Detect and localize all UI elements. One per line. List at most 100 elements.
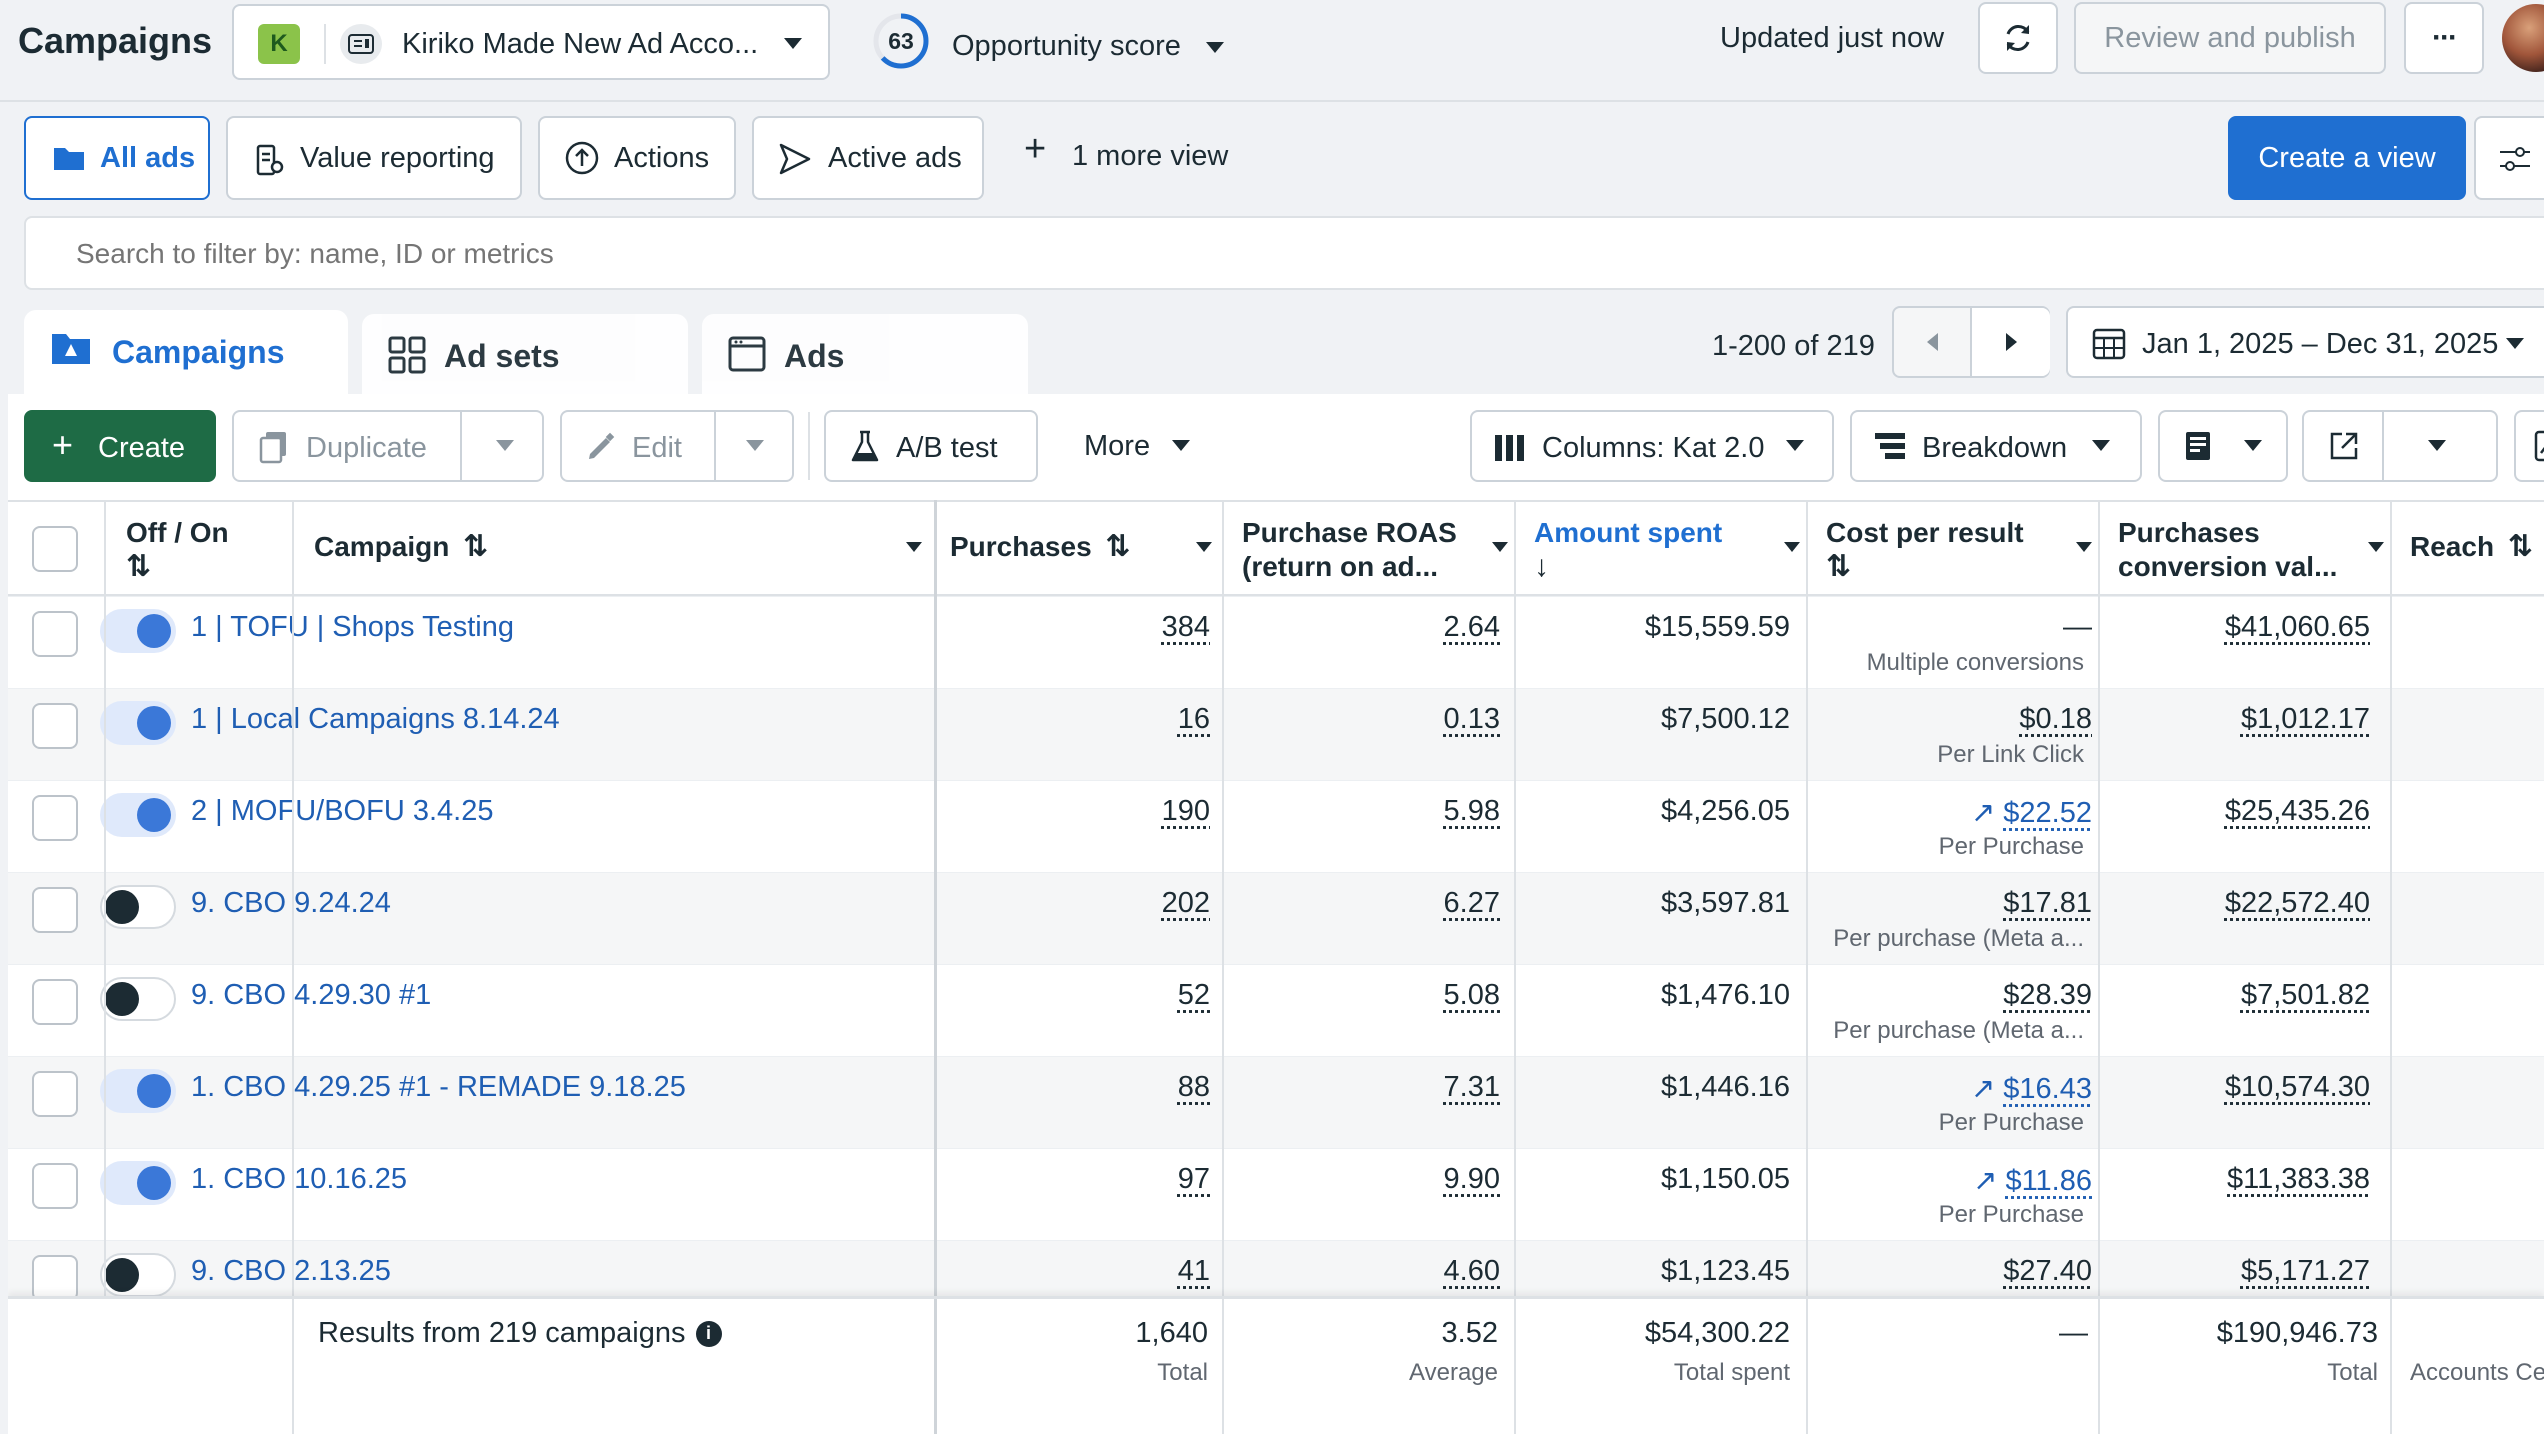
column-amount-spent[interactable]: Amount spent ↓: [1534, 502, 1810, 598]
results-summary-label: Results from 219 campaigns: [318, 1317, 686, 1349]
chevron-right-icon: [2005, 333, 2017, 351]
tab-campaigns-label: Campaigns: [112, 334, 285, 370]
campaign-name-link[interactable]: 1. CBO 4.29.25 #1 - REMADE 9.18.25: [191, 1071, 686, 1103]
campaign-name-link[interactable]: 2 | MOFU/BOFU 3.4.25: [191, 795, 494, 827]
view-actions[interactable]: Actions: [538, 116, 736, 200]
divider: [808, 412, 810, 480]
chevron-down-icon[interactable]: [746, 440, 764, 451]
column-divider: [2098, 1299, 2100, 1434]
row-checkbox[interactable]: [32, 1255, 78, 1301]
ab-test-button[interactable]: A/B test: [824, 410, 1038, 482]
create-view-button[interactable]: Create a view: [2228, 116, 2466, 200]
more-actions-button[interactable]: More: [1054, 410, 1204, 482]
row-checkbox[interactable]: [32, 1071, 78, 1117]
column-conversion-value[interactable]: Purchases conversion val...: [2118, 502, 2394, 598]
row-checkbox[interactable]: [32, 887, 78, 933]
row-cost-per-result[interactable]: ↗ $11.86: [1838, 1163, 2092, 1198]
campaign-name-link[interactable]: 9. CBO 2.13.25: [191, 1255, 391, 1287]
campaign-toggle[interactable]: [100, 1161, 176, 1205]
row-cost-per-result: $0.18: [2019, 703, 2092, 735]
table-row[interactable]: 1 | TOFU | Shops Testing 384 2.64 $15,559.5…: [8, 596, 2544, 688]
row-checkbox[interactable]: [32, 703, 78, 749]
reports-button[interactable]: [2158, 410, 2288, 482]
row-cost-per-result[interactable]: ↗ $22.52: [1838, 795, 2092, 830]
tab-campaigns[interactable]: Campaigns: [24, 310, 348, 404]
column-reach[interactable]: Reach ⇅: [2410, 502, 2544, 598]
select-all-checkbox[interactable]: [32, 526, 78, 572]
account-selector[interactable]: K Kiriko Made New Ad Acco...: [232, 4, 830, 80]
chevron-down-icon[interactable]: [496, 440, 514, 451]
campaign-toggle[interactable]: [100, 609, 176, 653]
flask-icon: [851, 430, 879, 462]
campaign-toggle[interactable]: [100, 793, 176, 837]
row-conversion-value: $22,572.40: [2224, 887, 2370, 919]
create-button[interactable]: + Create: [24, 410, 216, 482]
column-divider: [2098, 500, 2100, 1434]
opportunity-score[interactable]: 63 Opportunity score: [872, 8, 1232, 78]
campaign-toggle[interactable]: [100, 977, 176, 1021]
column-campaign[interactable]: Campaign ⇅: [314, 502, 934, 598]
edit-button[interactable]: Edit: [560, 410, 794, 482]
campaign-name-link[interactable]: 9. CBO 4.29.30 #1: [191, 979, 432, 1011]
row-cpr-type: Per Purchase: [1938, 1201, 2084, 1228]
campaign-toggle[interactable]: [100, 701, 176, 745]
row-checkbox[interactable]: [32, 979, 78, 1025]
search-box[interactable]: [24, 216, 2544, 290]
table-row[interactable]: 1. CBO 10.16.25 97 9.90 $1,150.05 ↗ $11.86 Pe…: [8, 1148, 2544, 1240]
breakdown-label: Breakdown: [1922, 432, 2068, 464]
tab-ads[interactable]: Ads: [702, 314, 1028, 404]
table-row[interactable]: 2 | MOFU/BOFU 3.4.25 190 5.98 $4,256.05 ↗ $2…: [8, 780, 2544, 872]
duplicate-button[interactable]: Duplicate: [232, 410, 544, 482]
chevron-down-icon: [1196, 542, 1212, 552]
next-page-button[interactable]: [1972, 308, 2050, 376]
more-views-button[interactable]: + 1 more view: [1024, 128, 1284, 182]
campaign-name-link[interactable]: 1 | TOFU | Shops Testing: [191, 611, 514, 643]
toggle-knob: [137, 1074, 171, 1108]
page-title: Campaigns: [18, 20, 213, 61]
campaign-toggle[interactable]: [100, 1253, 176, 1297]
row-checkbox[interactable]: [32, 795, 78, 841]
column-off-on[interactable]: Off / On ⇅: [126, 502, 286, 598]
column-purchases[interactable]: Purchases ⇅: [950, 502, 1218, 598]
campaign-name-link[interactable]: 9. CBO 9.24.24: [191, 887, 391, 919]
more-actions-label: More: [1084, 430, 1151, 462]
prev-page-button[interactable]: [1894, 308, 1972, 376]
table-row[interactable]: 9. CBO 9.24.24 202 6.27 $3,597.81 $17.81 Per …: [8, 872, 2544, 964]
updated-status: Updated just now: [1720, 22, 1945, 54]
column-cost-per-result[interactable]: Cost per result ⇅: [1826, 502, 2102, 598]
view-settings-button[interactable]: [2474, 116, 2544, 200]
row-roas: 9.90: [1443, 1163, 1500, 1195]
columns-button[interactable]: Columns: Kat 2.0: [1470, 410, 1834, 482]
view-value-reporting[interactable]: Value reporting: [226, 116, 522, 200]
column-campaign-label: Campaign: [314, 531, 450, 562]
row-checkbox[interactable]: [32, 611, 78, 657]
view-all-ads[interactable]: All ads: [24, 116, 210, 200]
table-row[interactable]: 1 | Local Campaigns 8.14.24 16 0.13 $7,500.…: [8, 688, 2544, 780]
avatar[interactable]: [2502, 4, 2544, 72]
table-row[interactable]: 1. CBO 4.29.25 #1 - REMADE 9.18.25 88 7.31…: [8, 1056, 2544, 1148]
review-publish-button[interactable]: Review and publish: [2074, 2, 2386, 74]
chart-button[interactable]: [2514, 410, 2544, 482]
refresh-button[interactable]: [1978, 2, 2058, 74]
column-conv-value-label: Purchases: [2118, 517, 2260, 548]
search-input[interactable]: [76, 234, 1876, 274]
view-active-ads[interactable]: Active ads: [752, 116, 984, 200]
export-button[interactable]: [2302, 410, 2498, 482]
campaign-name-link[interactable]: 1. CBO 10.16.25: [191, 1163, 408, 1195]
column-purchase-roas[interactable]: Purchase ROAS (return on ad...: [1242, 502, 1518, 598]
campaign-toggle[interactable]: [100, 1069, 176, 1113]
campaign-toggle[interactable]: [100, 885, 176, 929]
tab-ad-sets-label: Ad sets: [444, 338, 560, 374]
more-options-button[interactable]: ···: [2404, 2, 2484, 74]
row-roas: 0.13: [1443, 703, 1500, 735]
campaign-name-link[interactable]: 1 | Local Campaigns 8.14.24: [191, 703, 560, 735]
tab-ad-sets[interactable]: Ad sets: [362, 314, 688, 404]
chevron-down-icon[interactable]: [2428, 440, 2446, 451]
table-row[interactable]: 9. CBO 4.29.30 #1 52 5.08 $1,476.10 $28.39 Pe…: [8, 964, 2544, 1056]
date-range-picker[interactable]: Jan 1, 2025 – Dec 31, 2025: [2066, 306, 2544, 378]
column-divider: [1222, 1299, 1224, 1434]
row-cost-per-result[interactable]: ↗ $16.43: [1838, 1071, 2092, 1106]
info-icon[interactable]: i: [695, 1320, 722, 1347]
row-checkbox[interactable]: [32, 1163, 78, 1209]
breakdown-button[interactable]: Breakdown: [1850, 410, 2142, 482]
